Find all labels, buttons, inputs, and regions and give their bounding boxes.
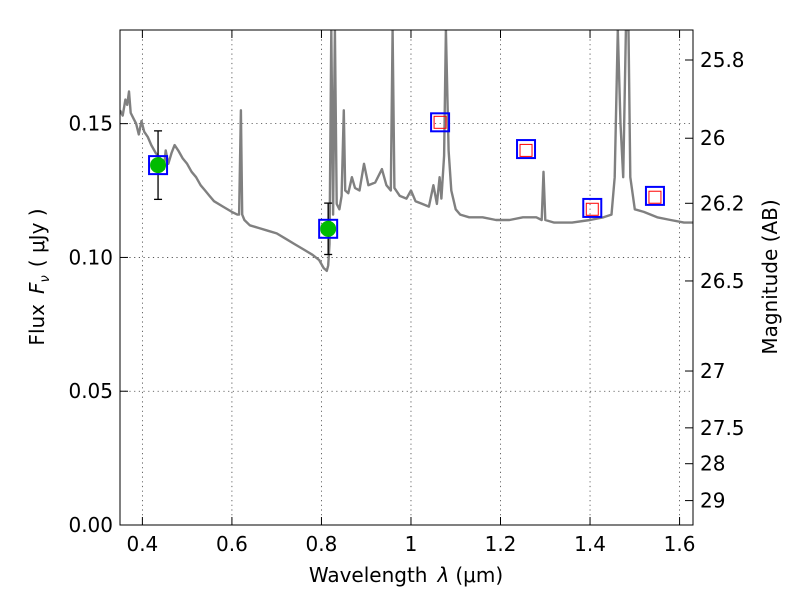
y2-tick-label: 27.5 <box>700 416 745 440</box>
x-axis-label-prefix: Wavelength <box>309 563 428 587</box>
y-axis-label-symbol: F <box>25 282 49 294</box>
y2-tick-label: 26.5 <box>700 269 745 293</box>
model-flux-box <box>318 218 339 239</box>
upper-limit-marker <box>585 202 599 216</box>
model-flux-box <box>148 155 169 176</box>
y2-axis-label: Magnitude (AB) <box>758 199 782 354</box>
x-axis-label-lambda: λ <box>437 563 450 587</box>
y2-tick-label: 28 <box>700 452 725 476</box>
upper-limit-marker <box>519 143 533 157</box>
x-axis-label: Wavelength λ (μm) <box>309 563 503 587</box>
y-axis-label: Flux Fν ( μJy ) <box>25 208 53 345</box>
model-flux-box <box>644 185 665 206</box>
x-tick-label: 0.6 <box>216 532 248 556</box>
y-tick-label: 0.10 <box>68 245 113 269</box>
photometry-layer <box>148 112 665 256</box>
x-tick-label: 1 <box>405 532 418 556</box>
y-axis-label-prefix: Flux <box>25 304 49 346</box>
x-tick-label: 0.4 <box>126 532 158 556</box>
plot-frame <box>119 29 694 526</box>
upper-limit-marker <box>433 115 447 129</box>
y2-tick-label: 26 <box>700 126 725 150</box>
grid <box>120 30 693 525</box>
x-tick-label: 0.8 <box>306 532 338 556</box>
y2-tick-label: 25.8 <box>700 48 745 72</box>
model-flux-box <box>516 139 537 160</box>
spectrum-layer <box>120 30 693 272</box>
y-axis-label-unit: ( μJy ) <box>25 208 49 267</box>
y2-tick-label: 29 <box>700 489 725 513</box>
upper-limit-marker <box>648 190 662 204</box>
x-axis-label-unit: (μm) <box>455 563 503 587</box>
ticks: 0.4 0.6 0.8 1 1.2 1.4 1.6 0.00 0.05 0.10 0.15 25.8 2… <box>68 30 745 556</box>
model-flux-box <box>582 197 603 218</box>
x-tick-label: 1.4 <box>574 532 606 556</box>
y2-tick-label: 27 <box>700 359 725 383</box>
y-tick-label: 0.00 <box>68 513 113 537</box>
detection-point <box>150 157 167 174</box>
y-tick-label: 0.15 <box>68 112 113 136</box>
x-tick-label: 1.2 <box>485 532 517 556</box>
model-spectrum-line <box>120 30 693 272</box>
y-tick-label: 0.05 <box>68 379 113 403</box>
x-tick-label: 1.6 <box>664 532 696 556</box>
y2-tick-label: 26.2 <box>700 191 745 215</box>
model-flux-box <box>430 112 451 133</box>
detection-point <box>320 220 337 237</box>
y-axis-label-sub: ν <box>38 275 53 282</box>
